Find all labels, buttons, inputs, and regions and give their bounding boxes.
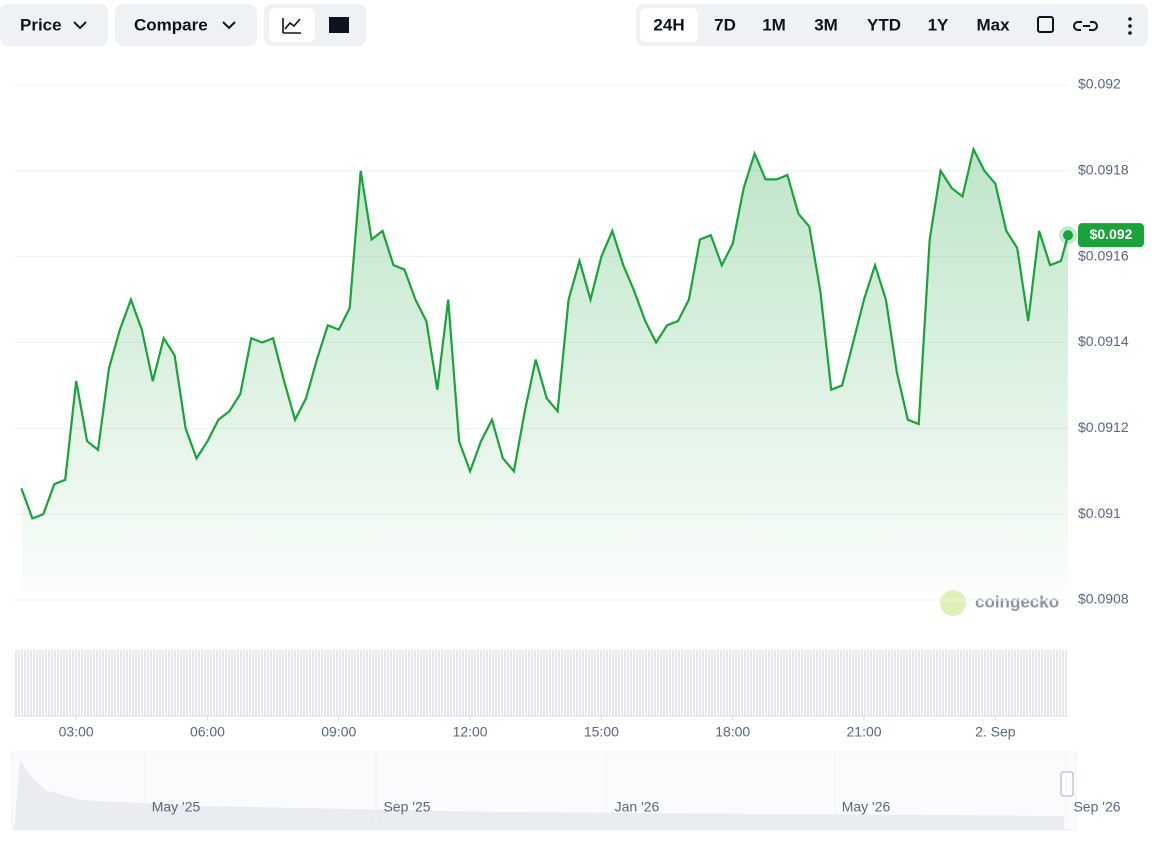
x-tick-label: 06:00 [190,724,225,740]
x-tick-label: 15:00 [584,724,619,740]
volume-bars [14,650,1068,716]
navigator-area [14,760,1064,830]
compare-label: Compare [134,15,208,34]
range-button[interactable]: 1M [762,15,786,34]
chevron [222,21,236,30]
x-tick-label: 03:00 [59,724,94,740]
range-button[interactable]: 7D [714,15,736,34]
range-button[interactable]: Max [976,15,1010,34]
range-group [636,4,1148,46]
link-button[interactable] [1073,21,1098,31]
navigator-label: May '26 [842,799,891,815]
price-label: Price [20,15,62,34]
range-buttons: 24H 7D 1M 3M YTD 1Y Max [640,8,1010,42]
x-tick-label: 21:00 [847,724,882,740]
price-button[interactable] [0,4,108,46]
y-tick-label: $0.091 [1078,505,1121,521]
y-tick-label: $0.0918 [1078,161,1129,177]
x-tick-label: 2. Sep [975,724,1016,740]
watermark: coingecko [975,592,1059,611]
chevron [73,21,87,30]
x-tick-label: 12:00 [453,724,488,740]
y-tick-label: $0.0916 [1078,247,1129,263]
navigator-label: Sep '25 [383,799,430,815]
y-tick-label: $0.092 [1078,76,1121,92]
range-button[interactable]: 3M [814,15,838,34]
tradingview-button[interactable] [329,17,349,33]
last-point-dot [1063,230,1073,241]
x-tick-label: 09:00 [321,724,356,740]
compare-button[interactable] [115,4,257,46]
y-tick-label: $0.0912 [1078,419,1129,435]
price-tag-bg [1078,223,1144,248]
more-button[interactable] [1128,17,1132,35]
area [21,149,1068,591]
range-button[interactable]: 1Y [928,15,949,34]
calendar-button[interactable] [1037,16,1054,33]
navigator-handle[interactable] [1060,771,1074,797]
range-button[interactable]: 24H [653,15,684,34]
x-tick-label: 18:00 [715,724,750,740]
line-icon [282,18,301,34]
y-tick-label: $0.0914 [1078,333,1129,349]
y-tick-label: $0.0908 [1078,591,1129,607]
range-button[interactable]: YTD [867,15,901,34]
price-line [20,146,1070,520]
navigator-label: May '25 [152,799,201,815]
watermark-logo [940,590,966,616]
navigator-label: Sep '26 [1073,799,1120,815]
price-tag: $0.092 [1090,226,1133,242]
navigator-label: Jan '26 [615,799,660,815]
active-range [640,8,698,42]
